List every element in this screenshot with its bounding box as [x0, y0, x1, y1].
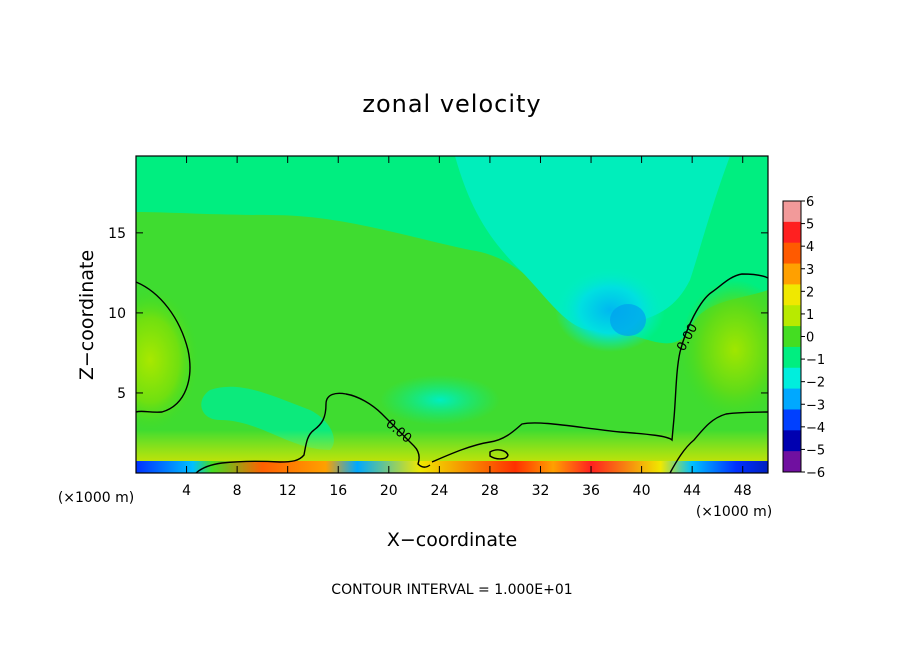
colorbar-swatch	[783, 367, 801, 390]
field-near-surface	[136, 430, 768, 465]
colorbar-tick-label: 3	[806, 263, 814, 278]
colorbar-swatch	[783, 326, 801, 348]
colorbar-swatch	[783, 201, 801, 223]
contour-right	[431, 273, 768, 463]
colorbar-tick-label: −2	[806, 376, 825, 391]
contour-small-loop	[489, 449, 509, 460]
contour-lower-right	[669, 411, 768, 473]
colorbar-swatch	[783, 221, 801, 244]
colorbar-tick-label: −3	[806, 398, 825, 413]
x-unit-right: (×1000 m)	[696, 504, 772, 520]
colorbar-swatch	[783, 409, 801, 431]
field-upper-teal	[455, 156, 730, 331]
colorbar-swatch	[783, 263, 801, 285]
y-tick-label: 15	[108, 226, 126, 242]
colorbar-tick-label: −1	[806, 353, 825, 368]
x-tick-label: 16	[329, 483, 347, 499]
plot-frame	[135, 155, 769, 474]
y-axis-ticks: 5 10 15	[108, 226, 768, 402]
contour-interval-note: CONTOUR INTERVAL = 1.000E+01	[331, 582, 572, 598]
y-tick-label: 5	[117, 386, 126, 402]
colorbar-swatch	[783, 284, 801, 306]
colorbar-swatch	[783, 451, 801, 473]
colorbar-tick-label: 6	[806, 195, 814, 210]
field-core-blue	[555, 268, 665, 352]
x-tick-label: 36	[582, 483, 600, 499]
field-mid-cyan	[380, 375, 500, 425]
x-tick-label: 28	[481, 483, 499, 499]
x-tick-label: 4	[182, 483, 191, 499]
colorbar-tick-label: −4	[806, 421, 825, 436]
field-left-max	[136, 290, 198, 430]
x-tick-label: 24	[430, 483, 448, 499]
x-tick-label: 12	[279, 483, 297, 499]
colorbar: 6 5 4 3 2 1 0 −1 −2 −3 −4 −5 −6	[782, 195, 825, 481]
x-tick-label: 20	[380, 483, 398, 499]
colorbar-swatch	[783, 430, 801, 452]
y-tick-label: 10	[108, 306, 126, 322]
field-core-deep	[610, 304, 646, 336]
field-right-max	[680, 280, 768, 420]
zero-contours	[136, 273, 768, 473]
x-tick-label: 32	[532, 483, 550, 499]
x-axis-ticks: 4 8 12 16 20 24 28 32 36 40 44 48	[182, 156, 752, 499]
contour-left	[136, 281, 191, 413]
filled-contour-field	[136, 156, 768, 473]
x-tick-label: 44	[683, 483, 701, 499]
colorbar-tick-label: 2	[806, 285, 814, 300]
colorbar-tick-label: 4	[806, 240, 814, 255]
x-axis-label: X−coordinate	[387, 529, 517, 551]
colorbar-tick-label: 1	[806, 308, 814, 323]
field-surface-band	[136, 461, 768, 473]
colorbar-swatch	[783, 242, 801, 265]
x-tick-label: 40	[633, 483, 651, 499]
colorbar-tick-label: −5	[806, 443, 825, 458]
x-tick-label: 8	[233, 483, 242, 499]
contour-center	[195, 392, 431, 473]
chart-title: zonal velocity	[362, 90, 541, 118]
colorbar-swatch	[783, 305, 801, 327]
x-tick-label: 48	[734, 483, 752, 499]
y-axis-label: Z−coordinate	[76, 250, 98, 380]
x-unit-left: (×1000 m)	[58, 490, 134, 506]
colorbar-tick-label: 5	[806, 218, 814, 233]
colorbar-swatch	[783, 346, 801, 369]
colorbar-tick-label: 0	[806, 331, 814, 346]
colorbar-swatch	[783, 388, 801, 410]
colorbar-tick-label: −6	[806, 466, 825, 481]
